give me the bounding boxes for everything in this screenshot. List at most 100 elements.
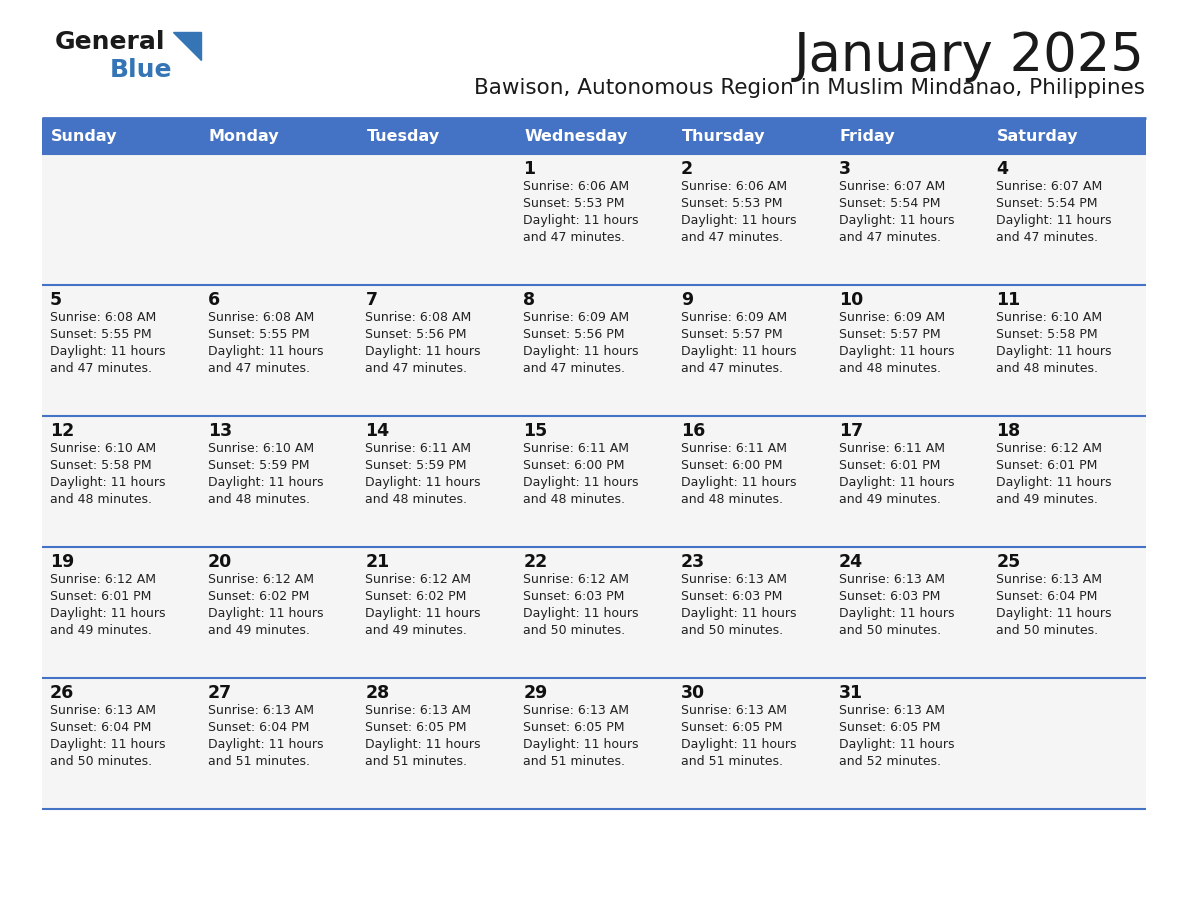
Text: Sunrise: 6:08 AM: Sunrise: 6:08 AM: [366, 311, 472, 324]
Text: Daylight: 11 hours: Daylight: 11 hours: [50, 607, 165, 620]
Text: Wednesday: Wednesday: [524, 129, 627, 143]
Polygon shape: [173, 32, 201, 60]
Text: Daylight: 11 hours: Daylight: 11 hours: [681, 738, 796, 751]
Bar: [42, 547, 1146, 678]
Text: Sunrise: 6:06 AM: Sunrise: 6:06 AM: [523, 180, 630, 193]
Bar: [42, 285, 1146, 416]
Text: Sunset: 6:05 PM: Sunset: 6:05 PM: [366, 721, 467, 734]
Text: Daylight: 11 hours: Daylight: 11 hours: [997, 476, 1112, 489]
Text: Sunset: 5:54 PM: Sunset: 5:54 PM: [997, 197, 1098, 210]
Text: and 47 minutes.: and 47 minutes.: [208, 362, 310, 375]
Text: 24: 24: [839, 553, 862, 571]
Text: and 47 minutes.: and 47 minutes.: [681, 231, 783, 244]
Text: 21: 21: [366, 553, 390, 571]
Text: and 48 minutes.: and 48 minutes.: [839, 362, 941, 375]
Text: Sunrise: 6:13 AM: Sunrise: 6:13 AM: [50, 704, 156, 717]
Text: 3: 3: [839, 160, 851, 178]
Bar: [42, 416, 1146, 547]
Text: Daylight: 11 hours: Daylight: 11 hours: [208, 345, 323, 358]
Text: 15: 15: [523, 422, 548, 440]
Text: Sunset: 5:55 PM: Sunset: 5:55 PM: [208, 328, 309, 341]
Text: 8: 8: [523, 291, 536, 309]
Text: Daylight: 11 hours: Daylight: 11 hours: [839, 607, 954, 620]
Text: Sunset: 6:01 PM: Sunset: 6:01 PM: [50, 590, 151, 603]
Text: and 51 minutes.: and 51 minutes.: [208, 755, 310, 768]
Text: Thursday: Thursday: [682, 129, 765, 143]
Text: Sunrise: 6:13 AM: Sunrise: 6:13 AM: [366, 704, 472, 717]
Text: Daylight: 11 hours: Daylight: 11 hours: [523, 607, 639, 620]
Text: Daylight: 11 hours: Daylight: 11 hours: [50, 738, 165, 751]
Text: and 48 minutes.: and 48 minutes.: [208, 493, 310, 506]
Text: Sunset: 5:57 PM: Sunset: 5:57 PM: [839, 328, 940, 341]
Text: 4: 4: [997, 160, 1009, 178]
Text: Sunset: 5:59 PM: Sunset: 5:59 PM: [366, 459, 467, 472]
Text: Daylight: 11 hours: Daylight: 11 hours: [997, 345, 1112, 358]
Text: 28: 28: [366, 684, 390, 702]
Text: Sunrise: 6:12 AM: Sunrise: 6:12 AM: [208, 573, 314, 586]
Text: Sunrise: 6:13 AM: Sunrise: 6:13 AM: [681, 573, 786, 586]
Text: Sunrise: 6:12 AM: Sunrise: 6:12 AM: [997, 442, 1102, 455]
Text: General: General: [55, 30, 165, 54]
Text: Sunset: 6:04 PM: Sunset: 6:04 PM: [997, 590, 1098, 603]
Text: Sunrise: 6:12 AM: Sunrise: 6:12 AM: [523, 573, 630, 586]
Bar: [988, 118, 1146, 154]
Text: and 49 minutes.: and 49 minutes.: [997, 493, 1098, 506]
Text: and 47 minutes.: and 47 minutes.: [366, 362, 467, 375]
Text: Sunset: 5:54 PM: Sunset: 5:54 PM: [839, 197, 940, 210]
Text: Sunrise: 6:10 AM: Sunrise: 6:10 AM: [50, 442, 156, 455]
Text: Sunset: 6:01 PM: Sunset: 6:01 PM: [839, 459, 940, 472]
Text: Sunrise: 6:12 AM: Sunrise: 6:12 AM: [50, 573, 156, 586]
Text: Daylight: 11 hours: Daylight: 11 hours: [523, 214, 639, 227]
Text: Sunset: 6:04 PM: Sunset: 6:04 PM: [208, 721, 309, 734]
Text: 17: 17: [839, 422, 862, 440]
Text: Daylight: 11 hours: Daylight: 11 hours: [681, 345, 796, 358]
Bar: [830, 118, 988, 154]
Text: and 50 minutes.: and 50 minutes.: [523, 624, 625, 637]
Text: Sunrise: 6:10 AM: Sunrise: 6:10 AM: [208, 442, 314, 455]
Text: 9: 9: [681, 291, 693, 309]
Text: 18: 18: [997, 422, 1020, 440]
Text: Daylight: 11 hours: Daylight: 11 hours: [523, 738, 639, 751]
Text: and 51 minutes.: and 51 minutes.: [366, 755, 467, 768]
Text: Sunset: 6:01 PM: Sunset: 6:01 PM: [997, 459, 1098, 472]
Text: Sunset: 6:02 PM: Sunset: 6:02 PM: [366, 590, 467, 603]
Text: Sunset: 5:58 PM: Sunset: 5:58 PM: [50, 459, 152, 472]
Text: Daylight: 11 hours: Daylight: 11 hours: [681, 214, 796, 227]
Text: Tuesday: Tuesday: [366, 129, 440, 143]
Text: 26: 26: [50, 684, 74, 702]
Text: Sunrise: 6:13 AM: Sunrise: 6:13 AM: [523, 704, 630, 717]
Text: 12: 12: [50, 422, 74, 440]
Text: Daylight: 11 hours: Daylight: 11 hours: [208, 476, 323, 489]
Text: Sunrise: 6:07 AM: Sunrise: 6:07 AM: [839, 180, 944, 193]
Text: Sunset: 6:00 PM: Sunset: 6:00 PM: [523, 459, 625, 472]
Text: and 51 minutes.: and 51 minutes.: [681, 755, 783, 768]
Text: Sunrise: 6:13 AM: Sunrise: 6:13 AM: [997, 573, 1102, 586]
Text: Sunset: 6:03 PM: Sunset: 6:03 PM: [681, 590, 782, 603]
Text: 16: 16: [681, 422, 706, 440]
Text: Sunrise: 6:07 AM: Sunrise: 6:07 AM: [997, 180, 1102, 193]
Text: Sunrise: 6:08 AM: Sunrise: 6:08 AM: [50, 311, 157, 324]
Text: Sunrise: 6:12 AM: Sunrise: 6:12 AM: [366, 573, 472, 586]
Text: and 47 minutes.: and 47 minutes.: [523, 231, 625, 244]
Text: 1: 1: [523, 160, 536, 178]
Text: and 49 minutes.: and 49 minutes.: [50, 624, 152, 637]
Text: Daylight: 11 hours: Daylight: 11 hours: [523, 476, 639, 489]
Text: Sunrise: 6:11 AM: Sunrise: 6:11 AM: [681, 442, 786, 455]
Text: 2: 2: [681, 160, 693, 178]
Text: Daylight: 11 hours: Daylight: 11 hours: [208, 607, 323, 620]
Text: 10: 10: [839, 291, 862, 309]
Text: Sunrise: 6:10 AM: Sunrise: 6:10 AM: [997, 311, 1102, 324]
Text: 7: 7: [366, 291, 378, 309]
Text: Sunset: 5:59 PM: Sunset: 5:59 PM: [208, 459, 309, 472]
Text: and 47 minutes.: and 47 minutes.: [839, 231, 941, 244]
Text: Sunset: 5:56 PM: Sunset: 5:56 PM: [523, 328, 625, 341]
Text: and 48 minutes.: and 48 minutes.: [50, 493, 152, 506]
Text: and 47 minutes.: and 47 minutes.: [50, 362, 152, 375]
Text: 19: 19: [50, 553, 74, 571]
Text: Daylight: 11 hours: Daylight: 11 hours: [681, 607, 796, 620]
Text: Sunset: 6:05 PM: Sunset: 6:05 PM: [523, 721, 625, 734]
Text: 31: 31: [839, 684, 862, 702]
Text: 27: 27: [208, 684, 232, 702]
Text: 11: 11: [997, 291, 1020, 309]
Text: Sunrise: 6:09 AM: Sunrise: 6:09 AM: [839, 311, 944, 324]
